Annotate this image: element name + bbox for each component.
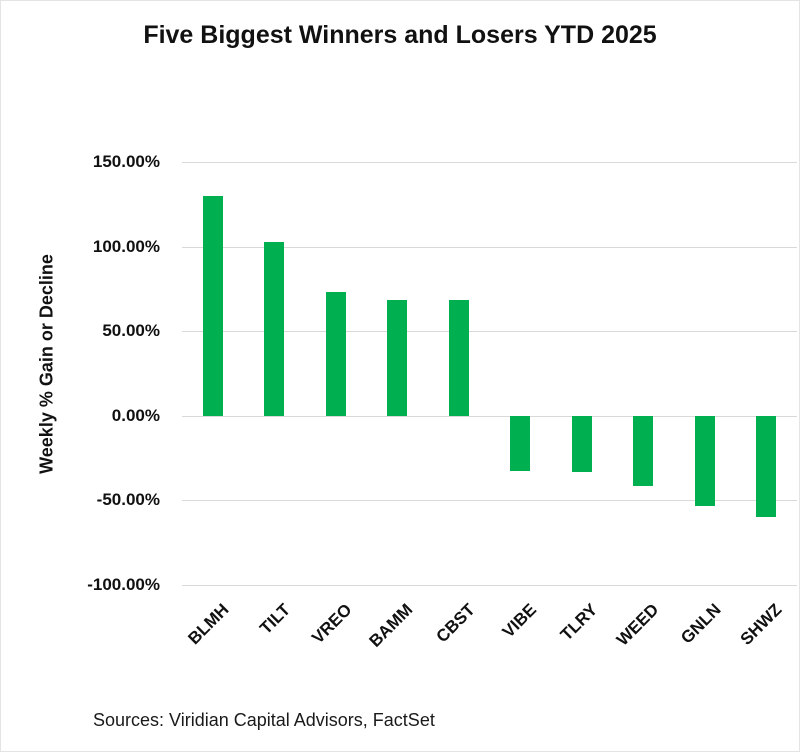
gridline--50.00% (182, 500, 797, 502)
y-tick-label-0.00%: 0.00% (111, 405, 160, 425)
y-axis-title: Weekly % Gain or Decline (36, 254, 57, 474)
gridline-100.00% (182, 246, 797, 248)
x-axis-label-SHWZ: SHWZ (736, 600, 786, 649)
bar-VIBE (510, 415, 531, 471)
gridline--100.00% (182, 585, 797, 586)
bar-TILT (264, 242, 285, 416)
y-tick-label-50.00%: 50.00% (102, 321, 160, 341)
bar-SHWZ (756, 415, 777, 518)
y-tick-label--100.00%: -100.00% (87, 575, 160, 594)
gridline-150.00% (182, 162, 797, 163)
bar-WEED (633, 415, 654, 486)
chart-title: Five Biggest Winners and Losers YTD 2025 (143, 21, 657, 49)
bar-CBST (448, 299, 469, 416)
gridline-0.00% (182, 415, 797, 417)
gridline-50.00% (182, 331, 797, 333)
y-tick-label--50.00%: -50.00% (96, 490, 160, 510)
bar-BAMM (387, 299, 408, 416)
y-tick-label-100.00%: 100.00% (92, 236, 160, 256)
source-note: Sources: Viridian Capital Advisors, Fact… (93, 710, 435, 730)
plot-area (182, 162, 797, 586)
bar-VREO (325, 292, 346, 416)
bar-GNLN (694, 415, 715, 507)
bar-TLRY (571, 415, 592, 473)
y-tick-label-150.00%: 150.00% (92, 152, 160, 171)
x-axis-label-slot-SHWZ: SHWZ (622, 600, 786, 649)
bar-BLMH (202, 195, 223, 416)
